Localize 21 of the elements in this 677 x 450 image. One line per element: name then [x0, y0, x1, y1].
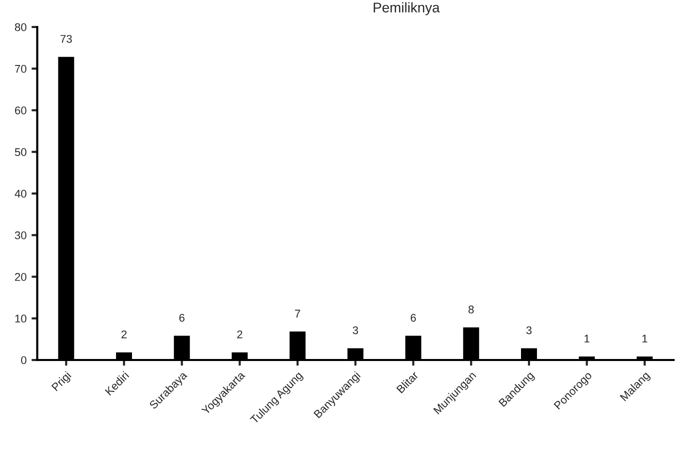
- data-label: 3: [352, 326, 358, 334]
- chart-title: Pemiliknya: [374, 2, 440, 16]
- y-tick-label: 10: [15, 314, 26, 323]
- data-label: 6: [410, 314, 416, 322]
- data-label: 3: [526, 326, 532, 334]
- data-label: 73: [60, 34, 72, 43]
- data-label: 1: [642, 334, 648, 342]
- y-tick-label: 80: [14, 23, 26, 32]
- y-tick-label: 20: [15, 273, 26, 281]
- y-tick-label: 50: [14, 148, 26, 156]
- y-tick-label: 30: [14, 231, 26, 240]
- y-tick-label: 70: [15, 64, 26, 73]
- data-label: 6: [179, 314, 184, 322]
- y-tick-label: 40: [14, 190, 26, 198]
- data-label: 2: [237, 330, 242, 338]
- y-tick-label: 60: [15, 106, 26, 114]
- data-label: 2: [121, 330, 127, 338]
- y-tick-label: 0: [21, 356, 26, 364]
- data-label: 1: [584, 334, 590, 342]
- data-label: 8: [468, 306, 474, 314]
- data-label: 7: [295, 310, 300, 318]
